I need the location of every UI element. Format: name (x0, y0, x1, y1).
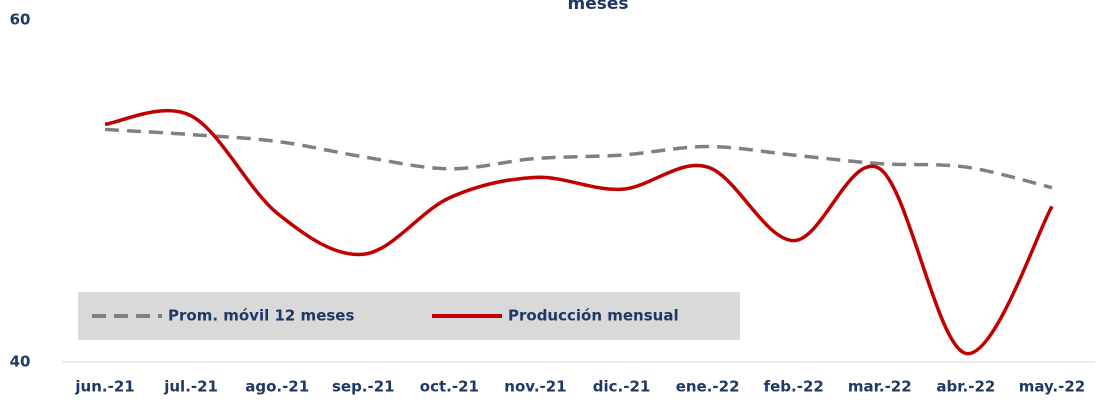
x-tick-label: abr.-22 (936, 378, 995, 396)
x-tick-label: ago.-21 (245, 378, 309, 396)
x-tick-label: jul.-21 (163, 378, 218, 396)
x-tick-label: ene.-22 (676, 378, 740, 396)
x-tick-label: jun.-21 (74, 378, 134, 396)
x-tick-label: dic.-21 (593, 378, 651, 396)
y-tick-label: 40 (10, 353, 31, 371)
x-tick-label: sep.-21 (332, 378, 395, 396)
series-line (104, 127, 1053, 190)
x-tick-label: oct.-21 (420, 378, 479, 396)
x-tick-label: mar.-22 (848, 378, 912, 396)
x-tick-label: may.-22 (1019, 378, 1086, 396)
series-line (104, 109, 1054, 356)
legend-label: Producción mensual (508, 307, 679, 325)
x-tick-label: nov.-21 (504, 378, 566, 396)
legend-box (78, 292, 740, 340)
legend-label: Prom. móvil 12 meses (168, 307, 354, 325)
chart-title: meses (567, 0, 628, 14)
y-tick-label: 60 (10, 11, 31, 29)
x-tick-label: feb.-22 (764, 378, 824, 396)
